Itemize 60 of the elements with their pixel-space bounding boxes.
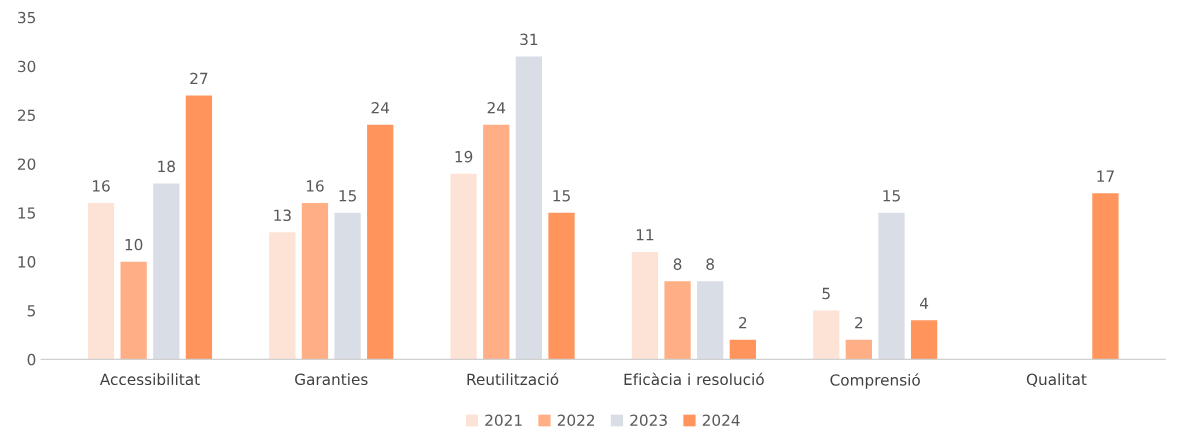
bar — [367, 124, 394, 360]
legend-label: 2023 — [630, 414, 667, 427]
x-tick-label: Reutilització — [467, 372, 559, 386]
data-label: 10 — [125, 238, 143, 251]
x-tick-label: Accessibilitat — [99, 373, 200, 386]
data-label: 17 — [1097, 170, 1114, 182]
y-tick-label: 0 — [27, 353, 36, 366]
bar — [813, 310, 840, 360]
data-label: 16 — [306, 180, 324, 192]
bar — [729, 339, 756, 360]
y-tick-label: 5 — [27, 305, 35, 317]
data-label: 27 — [190, 72, 208, 84]
y-tick-label: 30 — [18, 60, 36, 73]
data-label: 13 — [274, 209, 291, 222]
bar — [1092, 193, 1119, 360]
bar — [87, 203, 115, 360]
bar — [548, 212, 575, 360]
legend-label: 2022 — [557, 414, 595, 427]
bar — [697, 281, 724, 360]
data-label: 15 — [339, 190, 356, 202]
data-label: 8 — [673, 258, 682, 270]
data-label: 24 — [487, 101, 506, 114]
data-label: 16 — [92, 180, 110, 192]
y-tick-label: 20 — [18, 158, 36, 170]
x-tick-label: Garanties — [295, 373, 368, 386]
data-label: 8 — [706, 258, 714, 270]
x-tick-label: Comprensió — [830, 373, 920, 389]
bar — [153, 183, 180, 360]
bar — [515, 56, 543, 360]
bar — [334, 212, 361, 360]
data-label: 4 — [919, 297, 929, 309]
bar — [301, 203, 329, 360]
data-label: 15 — [553, 190, 570, 202]
y-tick-label: 10 — [18, 256, 36, 268]
y-tick-label: 15 — [18, 207, 35, 219]
data-label: 2 — [739, 316, 747, 329]
bar — [845, 339, 872, 360]
bar — [664, 281, 691, 360]
legend-label: 2024 — [702, 414, 740, 427]
x-tick-label: Qualitat — [1026, 373, 1087, 387]
bar — [120, 261, 147, 360]
y-tick-label: 35 — [18, 11, 35, 24]
bar — [631, 251, 659, 360]
data-label: 24 — [371, 101, 390, 114]
bar — [878, 212, 905, 360]
legend-label: 2021 — [485, 414, 522, 427]
data-label: 15 — [883, 190, 900, 202]
bar — [910, 320, 938, 360]
y-tick-label: 25 — [18, 109, 35, 122]
data-label: 5 — [822, 287, 830, 300]
data-label: 2 — [855, 316, 863, 329]
data-label: 19 — [455, 150, 473, 163]
bar — [185, 95, 213, 360]
bar — [483, 124, 510, 360]
data-label: 11 — [636, 229, 654, 241]
data-label: 18 — [158, 160, 175, 173]
x-tick-label: Eficàcia i resolució — [624, 372, 764, 386]
bar — [450, 173, 477, 360]
bar — [269, 232, 296, 360]
data-label: 31 — [520, 33, 538, 46]
